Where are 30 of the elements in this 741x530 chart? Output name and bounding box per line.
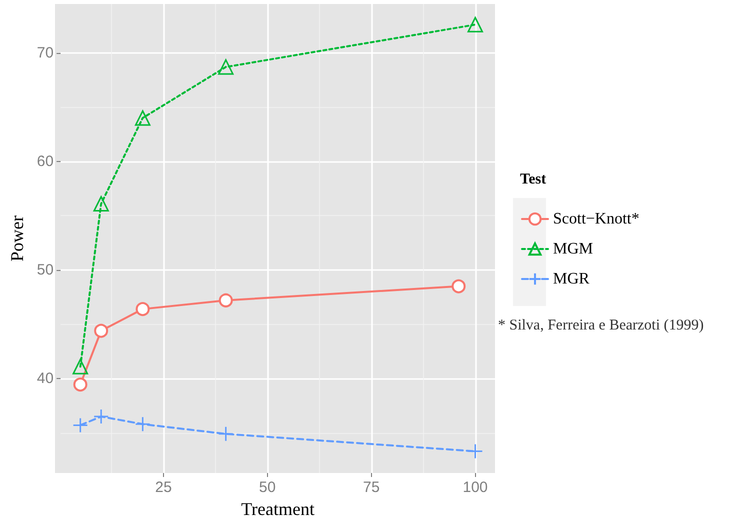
legend-label: MGR — [553, 270, 590, 288]
legend-label: Scott−Knott* — [553, 210, 640, 228]
point — [94, 324, 108, 338]
point — [134, 110, 150, 126]
x-axis-title: Treatment — [241, 498, 314, 519]
point — [93, 196, 109, 212]
y-tick-label: 40 — [36, 370, 54, 388]
x-tick-label: 100 — [462, 479, 488, 496]
point — [134, 416, 150, 432]
point — [136, 302, 150, 316]
y-axis-title: Power — [7, 216, 27, 262]
point — [218, 426, 234, 442]
y-tick-label: 60 — [36, 152, 54, 170]
point — [93, 408, 109, 424]
point — [72, 417, 88, 433]
point — [468, 16, 484, 32]
legend-title: Test — [520, 172, 546, 188]
y-tick-label: 70 — [36, 44, 54, 62]
legend-label: MGM — [553, 240, 594, 258]
point — [218, 59, 234, 75]
point — [468, 444, 484, 460]
point — [73, 378, 88, 392]
point — [452, 279, 466, 294]
x-tick-label: 75 — [362, 479, 380, 496]
y-tick-label: 50 — [36, 261, 54, 278]
point — [72, 358, 88, 374]
x-tick-label: 50 — [259, 479, 276, 496]
point — [218, 293, 233, 308]
x-tick-label: 25 — [155, 479, 172, 496]
text: * Silva, Ferreira e Bearzoti (1999) — [498, 318, 704, 334]
